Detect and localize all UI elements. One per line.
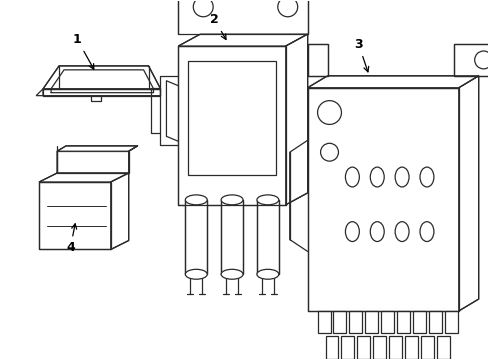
Polygon shape <box>349 311 362 333</box>
Polygon shape <box>317 311 330 333</box>
Polygon shape <box>365 311 377 333</box>
Ellipse shape <box>256 269 278 279</box>
Polygon shape <box>412 311 425 333</box>
Polygon shape <box>428 311 441 333</box>
Ellipse shape <box>369 167 384 187</box>
Ellipse shape <box>369 222 384 242</box>
Polygon shape <box>36 89 43 96</box>
Polygon shape <box>178 0 307 34</box>
Circle shape <box>277 0 297 17</box>
Ellipse shape <box>345 222 359 242</box>
Polygon shape <box>458 76 478 311</box>
Polygon shape <box>111 173 128 249</box>
Polygon shape <box>39 173 128 182</box>
Polygon shape <box>285 34 307 205</box>
Polygon shape <box>256 200 278 274</box>
Polygon shape <box>420 336 433 359</box>
Polygon shape <box>396 311 409 333</box>
Polygon shape <box>178 46 285 205</box>
Polygon shape <box>188 61 275 175</box>
Polygon shape <box>404 336 417 359</box>
Ellipse shape <box>394 222 408 242</box>
Ellipse shape <box>256 195 278 205</box>
Polygon shape <box>39 182 111 249</box>
Polygon shape <box>444 311 457 333</box>
Ellipse shape <box>221 269 243 279</box>
Ellipse shape <box>419 222 433 242</box>
Circle shape <box>320 143 338 161</box>
Ellipse shape <box>345 167 359 187</box>
Polygon shape <box>372 336 386 359</box>
Polygon shape <box>307 44 327 76</box>
Ellipse shape <box>394 167 408 187</box>
Circle shape <box>317 100 341 125</box>
Ellipse shape <box>185 195 207 205</box>
Polygon shape <box>388 336 401 359</box>
Polygon shape <box>453 44 488 76</box>
Polygon shape <box>333 311 346 333</box>
Polygon shape <box>357 336 369 359</box>
Circle shape <box>193 0 213 17</box>
Circle shape <box>474 51 488 69</box>
Polygon shape <box>325 336 338 359</box>
Polygon shape <box>381 311 393 333</box>
Polygon shape <box>436 336 449 359</box>
Polygon shape <box>57 146 137 151</box>
Polygon shape <box>307 76 478 88</box>
Text: 4: 4 <box>66 224 77 255</box>
Polygon shape <box>221 200 243 274</box>
Text: 3: 3 <box>354 38 368 72</box>
Text: 2: 2 <box>210 13 225 40</box>
Polygon shape <box>341 336 354 359</box>
Ellipse shape <box>185 269 207 279</box>
Ellipse shape <box>419 167 433 187</box>
Ellipse shape <box>221 195 243 205</box>
Polygon shape <box>178 34 307 46</box>
Polygon shape <box>307 88 458 311</box>
Polygon shape <box>185 200 207 274</box>
Polygon shape <box>57 151 128 173</box>
Polygon shape <box>43 89 160 96</box>
Polygon shape <box>43 66 160 89</box>
Text: 1: 1 <box>73 33 94 69</box>
